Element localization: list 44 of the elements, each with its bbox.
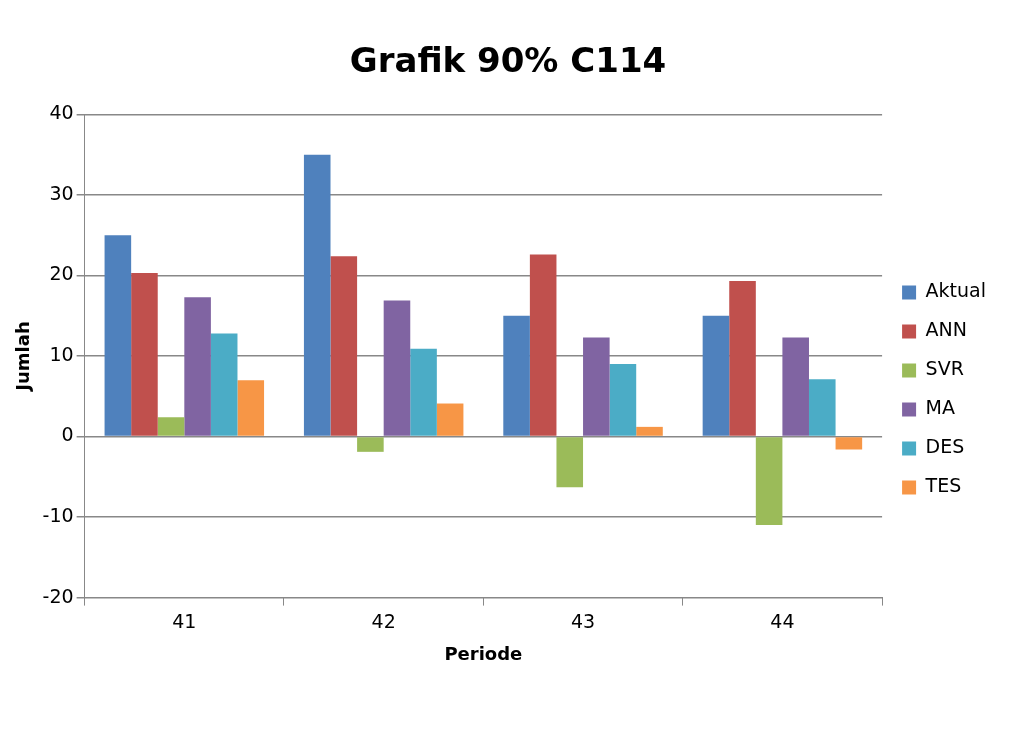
bar (609, 364, 637, 436)
bar (410, 348, 437, 436)
legend-label: SVR (925, 357, 964, 380)
bar (184, 297, 211, 436)
bar (808, 379, 836, 436)
legend-label: Aktual (925, 279, 987, 302)
y-tick-label: -20 (42, 584, 74, 607)
bar (556, 437, 584, 488)
y-tick-label: -10 (42, 504, 74, 526)
bar (436, 403, 464, 436)
x-tick-label: 43 (570, 609, 596, 632)
bar (729, 281, 756, 436)
x-tick-label: 44 (770, 609, 795, 632)
bar (210, 333, 238, 436)
bar (237, 380, 265, 436)
bar (702, 315, 730, 436)
chart-title: Grafik 90% C114 (348, 40, 668, 80)
bar (636, 426, 663, 436)
bar (157, 417, 185, 436)
y-tick-label: 0 (61, 423, 74, 446)
bar (330, 256, 358, 436)
legend-label: TES (924, 474, 962, 497)
bar (835, 437, 863, 450)
bar (104, 235, 132, 436)
y-tick-label: 30 (49, 181, 74, 204)
bar (529, 254, 557, 436)
bar (583, 337, 610, 436)
bar (782, 337, 809, 436)
y-tick-label: 40 (49, 101, 74, 124)
x-axis-title: Periode (444, 642, 523, 664)
bar (503, 315, 530, 436)
legend-label: MA (925, 396, 955, 419)
bar (303, 154, 331, 436)
bar (357, 437, 384, 452)
legend-label: ANN (925, 318, 968, 341)
legend-label: DES (925, 435, 965, 458)
x-tick-label: 42 (371, 609, 396, 632)
bar (383, 300, 411, 436)
y-axis-title: Jumlah (12, 321, 34, 393)
bar (755, 437, 783, 526)
y-tick-label: 10 (49, 342, 74, 365)
y-tick-label: 20 (49, 262, 74, 285)
x-tick-label: 41 (172, 609, 197, 632)
bar (131, 273, 158, 436)
